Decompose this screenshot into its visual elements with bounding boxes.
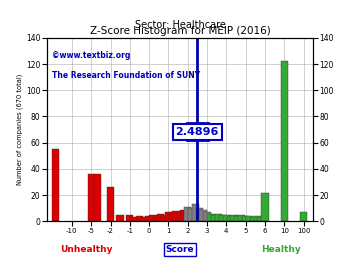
Bar (126, 215, 134, 221)
Bar (184, 207, 192, 221)
Bar (136, 216, 143, 221)
Text: Score: Score (166, 245, 194, 254)
Bar (234, 216, 242, 221)
Bar (131, 217, 138, 221)
Bar (141, 217, 148, 221)
Bar (230, 215, 238, 221)
Bar (87, 174, 95, 221)
Text: The Research Foundation of SUNY: The Research Foundation of SUNY (52, 71, 200, 80)
Bar (300, 212, 307, 221)
Bar (188, 208, 195, 221)
Y-axis label: Number of companies (670 total): Number of companies (670 total) (17, 74, 23, 185)
Bar (203, 212, 211, 221)
Bar (107, 187, 114, 221)
Bar (149, 215, 157, 221)
Bar (157, 214, 165, 221)
Bar (219, 215, 226, 221)
Bar (172, 211, 180, 221)
Bar (246, 216, 253, 221)
Bar (176, 212, 184, 221)
Bar (242, 216, 249, 221)
Bar (145, 216, 153, 221)
Bar (153, 216, 161, 221)
Bar (180, 210, 188, 221)
Bar (94, 174, 101, 221)
Bar (165, 212, 172, 221)
Text: Unhealthy: Unhealthy (60, 245, 113, 254)
Bar (207, 214, 215, 221)
Bar (280, 61, 288, 221)
Bar (226, 216, 234, 221)
Bar (253, 216, 261, 221)
Bar (223, 215, 230, 221)
Bar (195, 208, 203, 221)
Bar (168, 214, 176, 221)
Bar (238, 215, 246, 221)
Text: Healthy: Healthy (261, 245, 301, 254)
Bar (52, 149, 59, 221)
Bar (261, 193, 269, 221)
Title: Z-Score Histogram for MEIP (2016): Z-Score Histogram for MEIP (2016) (90, 26, 270, 36)
Bar (211, 215, 219, 221)
Bar (250, 217, 257, 221)
Bar (161, 215, 168, 221)
Text: ©www.textbiz.org: ©www.textbiz.org (52, 51, 131, 60)
Text: 2.4896: 2.4896 (175, 127, 219, 137)
Bar (257, 217, 265, 221)
Bar (215, 214, 222, 221)
Bar (199, 210, 207, 221)
Bar (192, 204, 199, 221)
Text: Sector: Healthcare: Sector: Healthcare (135, 20, 225, 30)
Bar (117, 215, 124, 221)
